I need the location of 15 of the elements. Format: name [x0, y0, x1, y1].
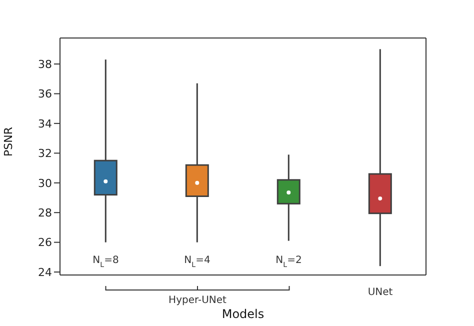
x-tick-label: UNet: [368, 287, 393, 298]
y-axis-title: PSNR: [2, 126, 15, 156]
x-tick-label: N$_{L}$=2: [276, 255, 302, 269]
x-tick-label: N$_{L}$=8: [92, 255, 119, 269]
y-tick-label: 30: [38, 176, 52, 190]
x-tick-label: N$_{L}$=4: [184, 255, 210, 269]
text: Hyper-UNet: [168, 295, 227, 306]
y-tick-label: 36: [38, 88, 52, 101]
y-tick-label: 26: [38, 236, 52, 250]
x-axis-title: Models: [222, 307, 264, 321]
y-tick-label: 28: [38, 206, 52, 220]
y-tick-label: 38: [38, 58, 52, 71]
y-tick-label: 24: [38, 266, 52, 279]
y-tick-label: 32: [38, 147, 52, 160]
y-tick-label: 34: [38, 117, 52, 130]
